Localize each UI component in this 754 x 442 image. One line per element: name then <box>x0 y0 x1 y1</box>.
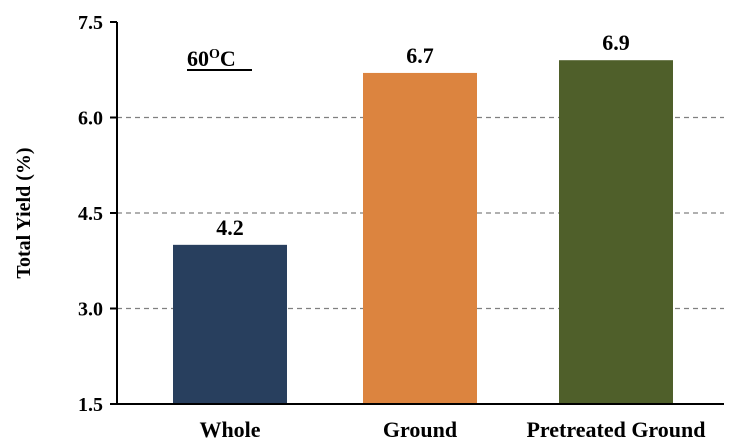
temperature-annotation: 60OC <box>187 46 236 71</box>
annotation-value: 60 <box>187 46 209 71</box>
category-label: Whole <box>199 417 260 442</box>
data-labels: 4.2 6.7 6.9 <box>216 30 630 240</box>
category-label: Pretreated Ground <box>526 417 705 442</box>
y-tick-label: 7.5 <box>78 12 103 34</box>
y-tick-label: 6.0 <box>78 108 103 130</box>
bars <box>173 60 673 404</box>
bar <box>559 60 673 404</box>
y-tick-labels: 1.5 3.0 4.5 6.0 7.5 <box>78 12 117 416</box>
annotation-unit: C <box>220 46 236 71</box>
category-label: Ground <box>383 417 457 442</box>
data-label: 4.2 <box>216 215 244 240</box>
data-label: 6.9 <box>602 30 630 55</box>
data-label: 6.7 <box>406 43 434 68</box>
bar <box>363 72 477 404</box>
y-tick-label: 1.5 <box>78 394 103 416</box>
category-labels: Whole Ground Pretreated Ground <box>199 417 705 442</box>
annotation-superscript: O <box>209 47 220 62</box>
y-tick-label: 3.0 <box>78 299 103 321</box>
y-tick-label: 4.5 <box>78 203 103 225</box>
y-axis-label: Total Yield (%) <box>13 147 35 278</box>
bar <box>173 244 287 404</box>
